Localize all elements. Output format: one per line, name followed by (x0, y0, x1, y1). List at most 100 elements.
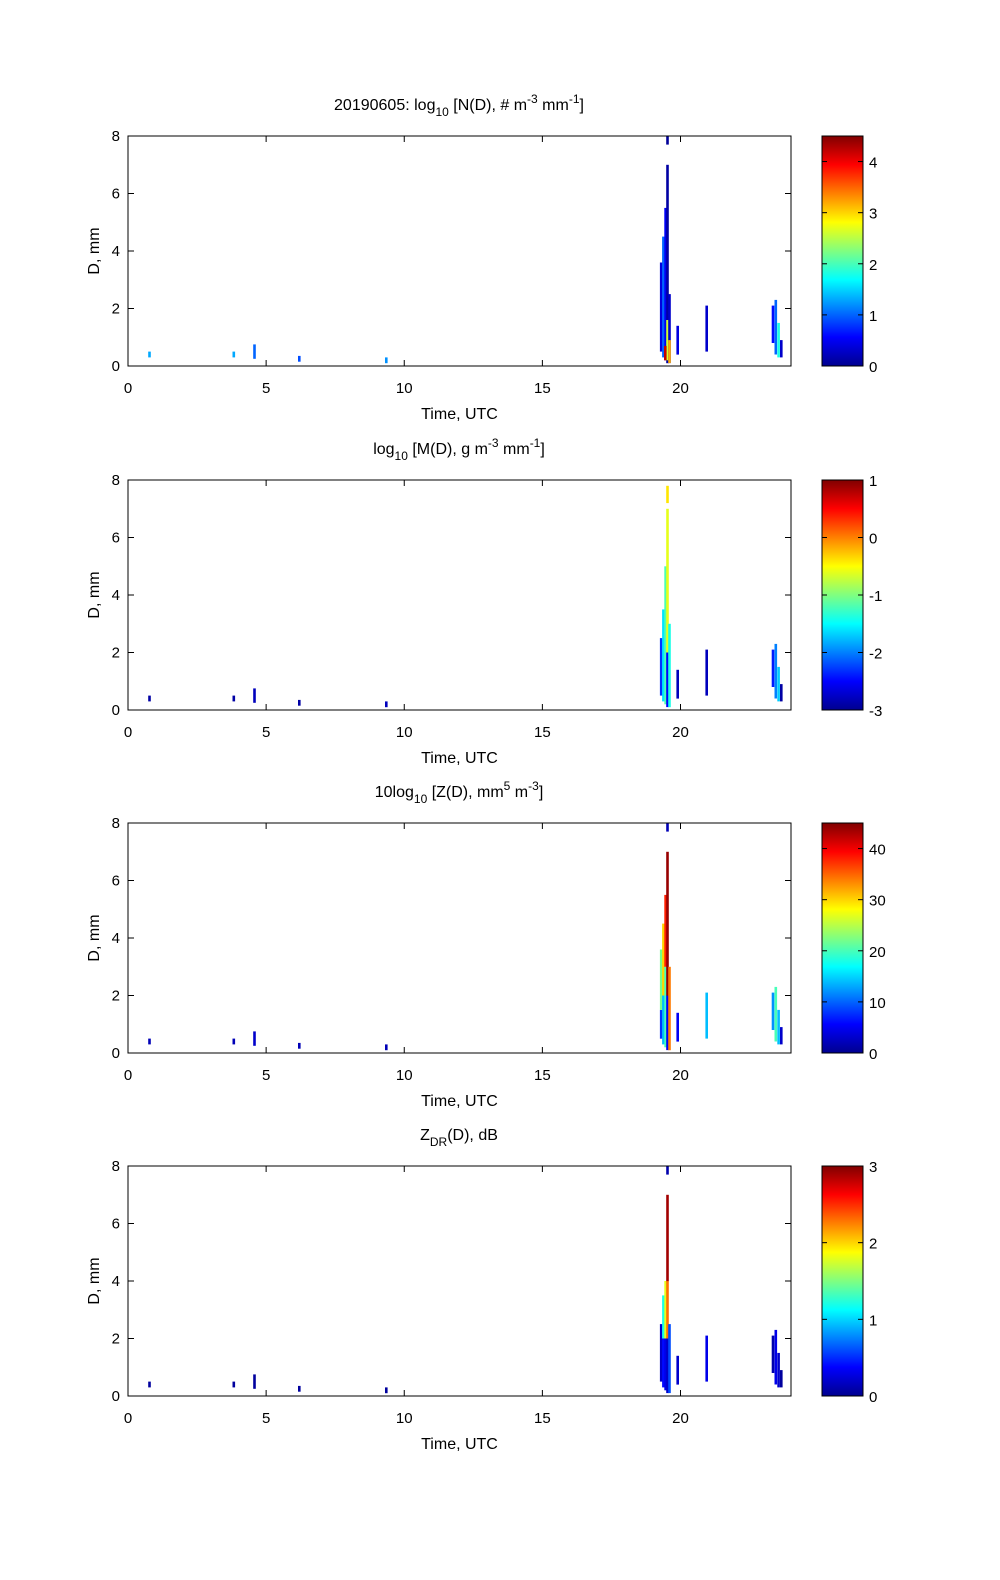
y-axis-label: D, mm (86, 571, 103, 618)
heatmap-marks (148, 1166, 783, 1394)
heatmap-cell (668, 1324, 671, 1394)
colorbar: 0 1 2 3 4 (821, 135, 877, 376)
title-part: -1 (530, 436, 541, 450)
heatmap-cell (676, 1355, 679, 1385)
title-part: -3 (488, 436, 499, 450)
heatmap-cell (705, 305, 708, 352)
heatmap-cell (668, 340, 671, 364)
colorbar-tick-label: 20 (869, 944, 886, 961)
y-tick-label: 8 (112, 1158, 120, 1175)
y-tick-label: 4 (112, 243, 120, 260)
colorbar-tick-label: 10 (869, 995, 886, 1012)
title-part: -3 (528, 779, 539, 793)
x-tick-label: 10 (396, 1410, 413, 1427)
x-axis-label: Time, UTC (421, 750, 498, 767)
colorbar-tick-label: 40 (869, 842, 886, 859)
title-part: (D), dB (447, 1127, 498, 1144)
y-tick-label: 2 (112, 988, 120, 1005)
colorbar: 0 10 20 30 40 (821, 822, 886, 1063)
heatmap-cell (771, 649, 775, 687)
title-part: log (373, 441, 394, 458)
heatmap-cell (666, 164, 669, 364)
y-tick-label: 8 (112, 472, 120, 489)
heatmap-cell (385, 1044, 388, 1051)
x-tick-label: 15 (534, 724, 551, 741)
heatmap-cell (666, 136, 669, 145)
heatmap-cell (148, 351, 151, 358)
heatmap-cell (666, 485, 669, 504)
x-tick-label: 15 (534, 1410, 551, 1427)
heatmap-cell (662, 1338, 665, 1388)
y-tick-label: 6 (112, 1216, 120, 1233)
heatmap-cell (659, 262, 663, 352)
title-part: 10 (395, 449, 409, 463)
colorbar-gradient (822, 480, 863, 710)
title-part: m (510, 784, 528, 801)
title-part: 5 (504, 779, 511, 793)
heatmap-cell (774, 299, 778, 355)
colorbar-tick-label: -1 (869, 588, 882, 605)
colorbar-tick-label: 0 (869, 359, 877, 376)
title-part: ] (580, 97, 584, 114)
heatmap-cell (298, 699, 301, 706)
x-axis-label: Time, UTC (421, 1436, 498, 1453)
heatmap-cell (777, 666, 780, 702)
y-tick-label: 0 (112, 1388, 120, 1405)
heatmap-cell (666, 652, 669, 708)
y-tick-label: 0 (112, 702, 120, 719)
colorbar-tick-label: 30 (869, 893, 886, 910)
heatmap-cell (666, 508, 669, 653)
x-tick-label: 20 (672, 724, 689, 741)
title-part: mm (538, 97, 569, 114)
y-axis-label: D, mm (86, 914, 103, 961)
colorbar-tick-label: 0 (869, 531, 877, 548)
heatmap-cell (148, 1381, 151, 1388)
title-part: -1 (569, 92, 580, 106)
heatmap-cell (666, 823, 669, 832)
heatmap-marks (148, 136, 783, 364)
heatmap-cell (664, 207, 667, 361)
title-part: 10 (435, 105, 449, 119)
x-tick-label: 5 (262, 1410, 270, 1427)
heatmap-cell (298, 1042, 301, 1049)
heatmap-cell (666, 851, 669, 996)
panel-4: 0 5 10 15 20 0 2 4 6 8 Time, UTC D, mm ZDR(D), dB 0 1 2… (86, 1127, 877, 1453)
heatmap-cell (664, 1338, 667, 1391)
x-tick-label: 0 (124, 1410, 132, 1427)
colorbar-gradient (822, 823, 863, 1053)
colorbar-frame (821, 1165, 864, 1397)
y-axis-label: D, mm (86, 227, 103, 274)
heatmap-cell (705, 992, 708, 1039)
heatmap-marks (148, 823, 783, 1051)
y-tick-label: 2 (112, 301, 120, 318)
colorbar-tick-label: 1 (869, 473, 877, 490)
heatmap-cell (659, 1009, 663, 1039)
title-part: 10 (414, 792, 428, 806)
heatmap-cell (666, 1338, 669, 1394)
heatmap-cell (777, 1352, 780, 1388)
y-tick-label: 8 (112, 128, 120, 145)
heatmap-cell (659, 949, 663, 1010)
heatmap-cell (705, 649, 708, 696)
heatmap-cell (666, 320, 669, 361)
heatmap-cell (385, 1387, 388, 1394)
title-part: [N(D), # m (449, 97, 527, 114)
heatmap-cell (385, 701, 388, 708)
heatmap-cell (676, 1012, 679, 1042)
heatmap-cell (666, 1166, 669, 1175)
colorbar-tick-label: 3 (869, 1159, 877, 1176)
heatmap-cell (777, 322, 780, 358)
heatmap-cell (148, 695, 151, 702)
y-tick-label: 6 (112, 186, 120, 203)
heatmap-cell (298, 1385, 301, 1392)
heatmap-cell (148, 1038, 151, 1045)
x-tick-label: 10 (396, 724, 413, 741)
x-tick-label: 0 (124, 724, 132, 741)
heatmap-marks (148, 485, 783, 708)
heatmap-cell (662, 1295, 665, 1339)
x-tick-label: 5 (262, 724, 270, 741)
title-part: Z (420, 1127, 430, 1144)
